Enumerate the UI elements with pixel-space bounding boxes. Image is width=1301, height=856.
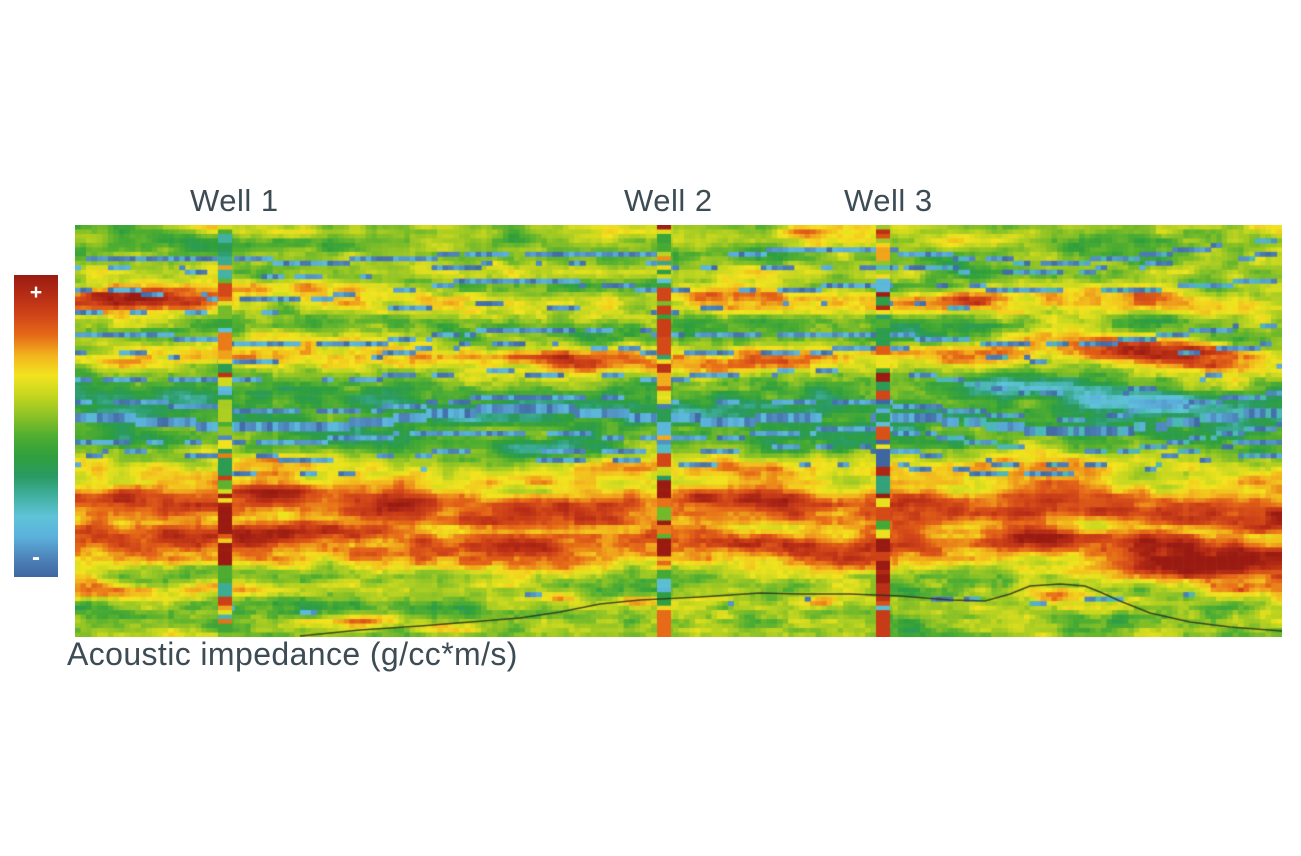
well-3-label: Well 3 — [844, 183, 933, 218]
impedance-section-heatmap — [75, 225, 1282, 637]
colorbar-minus-label: - — [32, 544, 40, 571]
colorbar-gradient: + - — [14, 275, 58, 577]
well-2-label: Well 2 — [624, 183, 713, 218]
figure-caption: Acoustic impedance (g/cc*m/s) — [67, 636, 518, 672]
well-1-label: Well 1 — [190, 183, 279, 218]
colorbar-plus-label: + — [29, 281, 43, 304]
